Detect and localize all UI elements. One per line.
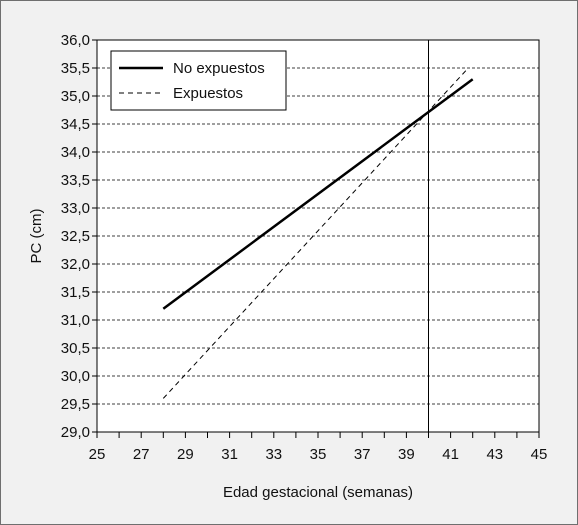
x-axis: 25 27 29 31 33 35 37 39 41 43 45	[89, 432, 548, 463]
legend-label-expuestos: Expuestos	[173, 85, 243, 102]
y-tick-label: 35,0	[61, 88, 90, 105]
x-tick-label: 45	[531, 446, 548, 463]
x-tick-label: 25	[89, 446, 106, 463]
y-tick-label: 30,0	[61, 368, 90, 385]
x-tick-label: 31	[221, 446, 238, 463]
series-line-expuestos	[162, 67, 469, 399]
y-tick-label: 34,5	[61, 116, 90, 133]
legend: No expuestos Expuestos	[110, 50, 287, 111]
series-line-no-expuestos	[162, 78, 474, 310]
x-tick-label: 43	[486, 446, 503, 463]
y-axis-title: PC (cm)	[28, 209, 45, 264]
y-tick-label: 34,0	[61, 144, 90, 161]
y-tick-label: 29,5	[61, 396, 90, 413]
x-tick-label: 29	[177, 446, 194, 463]
x-tick-label: 39	[398, 446, 415, 463]
y-tick-label: 33,0	[61, 200, 90, 217]
x-tick-label: 27	[133, 446, 150, 463]
y-tick-label: 31,5	[61, 284, 90, 301]
y-tick-label: 36,0	[61, 32, 90, 49]
series-group	[162, 67, 474, 399]
y-tick-label: 33,5	[61, 172, 90, 189]
y-tick-label: 32,0	[61, 256, 90, 273]
y-tick-label: 30,5	[61, 340, 90, 357]
y-tick-label: 31,0	[61, 312, 90, 329]
y-tick-label: 35,5	[61, 60, 90, 77]
x-tick-label: 41	[442, 446, 459, 463]
legend-label-no-expuestos: No expuestos	[173, 60, 265, 77]
x-tick-label: 33	[265, 446, 282, 463]
grid-lines	[97, 67, 539, 405]
legend-box	[110, 50, 287, 111]
x-axis-title: Edad gestacional (semanas)	[223, 484, 413, 501]
x-tick-label: 35	[310, 446, 327, 463]
y-tick-label: 32,5	[61, 228, 90, 245]
x-tick-label: 37	[354, 446, 371, 463]
y-tick-label: 29,0	[61, 424, 90, 441]
y-axis: 29,0 29,5 30,0 30,5 31,0 31,5 32,0 32,5 33,0 33,5…	[61, 32, 97, 441]
